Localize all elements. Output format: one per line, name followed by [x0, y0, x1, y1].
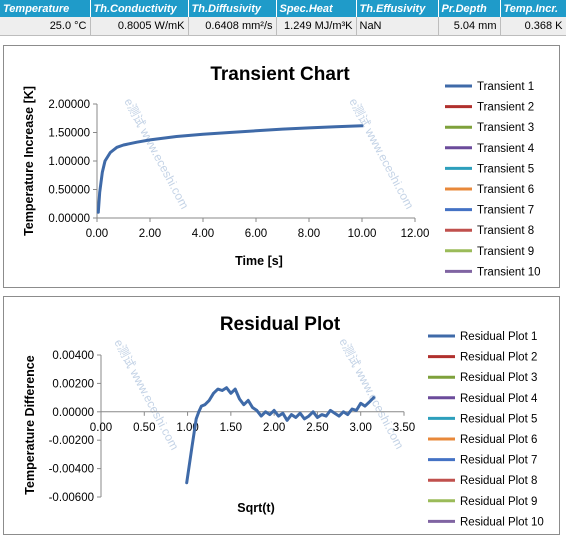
y-tick-label: 2.00000: [48, 99, 90, 111]
properties-table: Temperature Th.Conductivity Th.Diffusivi…: [0, 0, 566, 36]
legend-entry: Transient 4: [477, 143, 535, 155]
transient-chart-panel: Transient Chart e测试 www.eceshi.com e测试 www…: [3, 45, 560, 288]
y-tick-label: 0.50000: [48, 185, 90, 197]
x-tick-label: 0.00: [86, 228, 108, 240]
legend-entry: Transient 10: [477, 266, 541, 278]
x-tick-label: 3.00: [350, 422, 372, 434]
x-tick-label: 3.50: [393, 422, 415, 434]
legend-entry: Residual Plot 6: [460, 434, 537, 446]
legend-entry: Residual Plot 1: [460, 331, 537, 343]
chart-title: Residual Plot: [220, 314, 341, 335]
y-tick-label: 1.00000: [48, 156, 90, 168]
legend-entry: Transient 1: [477, 81, 534, 93]
watermark-text: e测试 www.eceshi.com: [346, 95, 417, 211]
x-tick-label: 2.00: [263, 422, 285, 434]
y-axis-title: Temperature Difference: [23, 355, 37, 494]
y-tick-label: 0.00200: [52, 378, 94, 390]
watermark-text: e测试 www.eceshi.com: [336, 335, 407, 451]
legend-entry: Residual Plot 2: [460, 352, 537, 364]
watermark-text: e测试 www.eceshi.com: [121, 95, 192, 211]
y-tick-label: 0.00000: [52, 407, 94, 419]
x-axis-title: Sqrt(t): [237, 501, 275, 515]
value-th-diffusivity: 0.6408 mm²/s: [188, 17, 277, 36]
legend-entry: Transient 3: [477, 122, 534, 134]
legend-entry: Transient 8: [477, 225, 534, 237]
x-tick-label: 6.00: [245, 228, 267, 240]
x-axis-title: Time [s]: [235, 254, 283, 268]
value-temperature: 25.0 °C: [0, 17, 91, 36]
legend-entry: Transient 5: [477, 163, 534, 175]
value-th-effusivity: NaN: [356, 17, 439, 36]
legend-entry: Residual Plot 3: [460, 372, 537, 384]
value-th-conductivity: 0.8005 W/mK: [90, 17, 189, 36]
header-th-effusivity: Th.Effusivity: [356, 0, 439, 17]
series-line: [185, 386, 376, 485]
legend-entry: Residual Plot 10: [460, 516, 544, 528]
chart-title: Transient Chart: [210, 64, 350, 85]
header-spec-heat: Spec.Heat: [276, 0, 357, 17]
transient-chart: Transient Chart e测试 www.eceshi.com e测试 www…: [22, 64, 541, 278]
legend-entry: Residual Plot 8: [460, 475, 537, 487]
x-tick-label: 2.50: [306, 422, 328, 434]
header-temperature: Temperature: [0, 0, 91, 17]
properties-value-row: 25.0 °C 0.8005 W/mK 0.6408 mm²/s 1.249 M…: [0, 17, 566, 36]
header-temp-incr: Temp.Incr.: [500, 0, 566, 17]
y-tick-label: -0.00400: [49, 464, 94, 476]
value-spec-heat: 1.249 MJ/m³K: [276, 17, 357, 36]
header-pr-depth: Pr.Depth: [438, 0, 501, 17]
properties-header-row: Temperature Th.Conductivity Th.Diffusivi…: [0, 0, 566, 17]
value-pr-depth: 5.04 mm: [438, 17, 501, 36]
legend-entry: Residual Plot 7: [460, 455, 537, 467]
x-tick-label: 0.50: [133, 422, 155, 434]
x-tick-label: 10.00: [348, 228, 377, 240]
watermark-text: e测试 www.eceshi.com: [111, 336, 182, 452]
residual-plot-panel: Residual Plot e测试 www.eceshi.com e测试 www.e…: [3, 296, 560, 535]
legend-entry: Residual Plot 4: [460, 393, 538, 405]
x-tick-label: 1.50: [220, 422, 242, 434]
legend-entry: Transient 7: [477, 205, 534, 217]
header-th-conductivity: Th.Conductivity: [90, 0, 189, 17]
x-tick-label: 2.00: [139, 228, 161, 240]
series-line: [96, 124, 364, 214]
y-tick-label: -0.00200: [49, 435, 94, 447]
y-tick-label: 0.00000: [48, 213, 90, 225]
y-tick-label: -0.00600: [49, 492, 94, 504]
legend-entry: Transient 2: [477, 102, 534, 114]
x-tick-label: 0.00: [90, 422, 112, 434]
legend-entry: Transient 6: [477, 184, 534, 196]
x-tick-label: 8.00: [298, 228, 320, 240]
y-axis-title: Temperature Increase [K]: [22, 86, 36, 236]
x-tick-label: 12.00: [401, 228, 430, 240]
value-temp-incr: 0.368 K: [500, 17, 566, 36]
x-tick-label: 4.00: [192, 228, 214, 240]
y-tick-label: 0.00400: [52, 350, 94, 362]
y-tick-label: 1.50000: [48, 128, 90, 140]
legend-entry: Residual Plot 9: [460, 496, 537, 508]
legend-entry: Transient 9: [477, 246, 534, 258]
legend-entry: Residual Plot 5: [460, 413, 537, 425]
header-th-diffusivity: Th.Diffusivity: [188, 0, 277, 17]
